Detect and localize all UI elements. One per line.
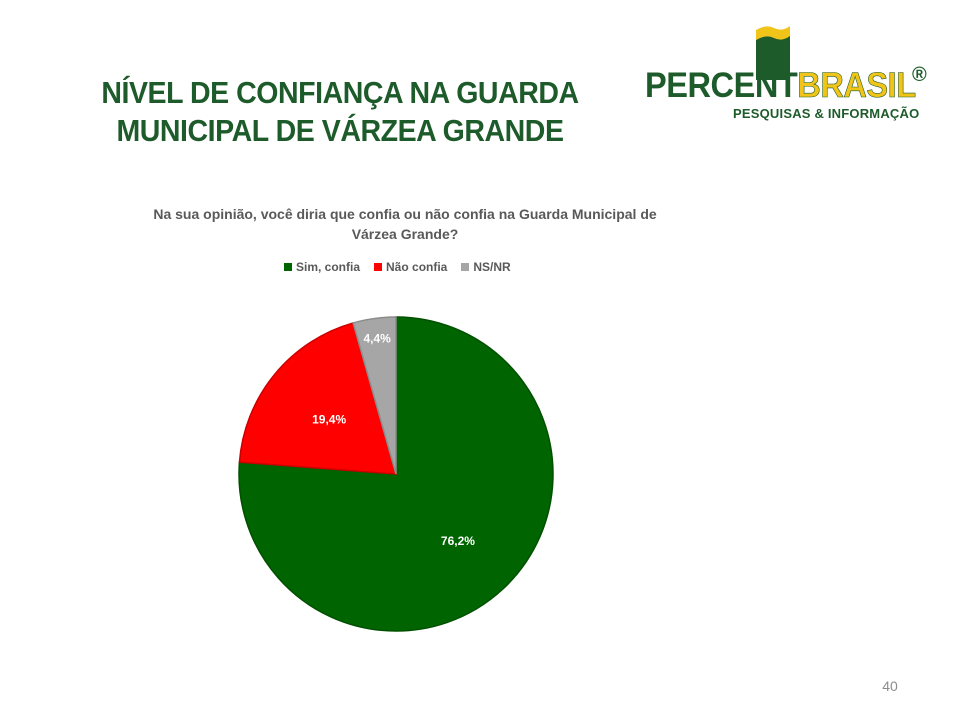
- data-label-nsnr: 4,4%: [363, 332, 391, 346]
- page-number: 40: [882, 678, 898, 694]
- data-label-nao: 19,4%: [312, 412, 346, 426]
- registered-mark: ®: [912, 64, 927, 86]
- data-label-sim: 76,2%: [441, 534, 475, 548]
- legend-swatch-nsnr: [461, 263, 470, 271]
- legend-item-nsnr: NS/NR: [461, 260, 511, 274]
- legend-item-sim: Sim, confia: [284, 260, 360, 274]
- slide-title-line-2: MUNICIPAL DE VÁRZEA GRANDE: [116, 113, 564, 148]
- logo-tagline: PESQUISAS & INFORMAÇÃO: [733, 106, 920, 121]
- chart-legend: Sim, confia Não confia NS/NR: [284, 259, 511, 275]
- logo-word-part-2: BRASIL: [797, 66, 916, 106]
- slide-title: NÍVEL DE CONFIANÇA NA GUARDA MUNICIPAL D…: [82, 74, 597, 150]
- slide-title-line-1: NÍVEL DE CONFIANÇA NA GUARDA: [101, 75, 579, 110]
- legend-label-sim: Sim, confia: [296, 260, 361, 274]
- legend-swatch-sim: [284, 263, 292, 271]
- chart-title: Na sua opinião, você diria que confia ou…: [100, 204, 710, 244]
- legend-label-nao: Não confia: [386, 260, 448, 274]
- pie-slice-nao: [238, 322, 398, 475]
- logo-word-part-1: PERCENT: [645, 66, 798, 105]
- legend-label-nsnr: NS/NR: [473, 260, 511, 274]
- percentbrasil-flag-icon: [756, 26, 790, 80]
- legend-swatch-nao: [374, 263, 383, 271]
- chart-title-line-2: Várzea Grande?: [351, 226, 459, 242]
- pie-slice-sim: [238, 316, 554, 632]
- chart-title-line-1: Na sua opinião, você diria que confia ou…: [153, 206, 657, 222]
- legend-item-nao: Não confia: [374, 260, 447, 274]
- pie-slice-nsnr: [352, 316, 397, 475]
- logo-wordmark: PERCENTBRASIL: [645, 66, 916, 106]
